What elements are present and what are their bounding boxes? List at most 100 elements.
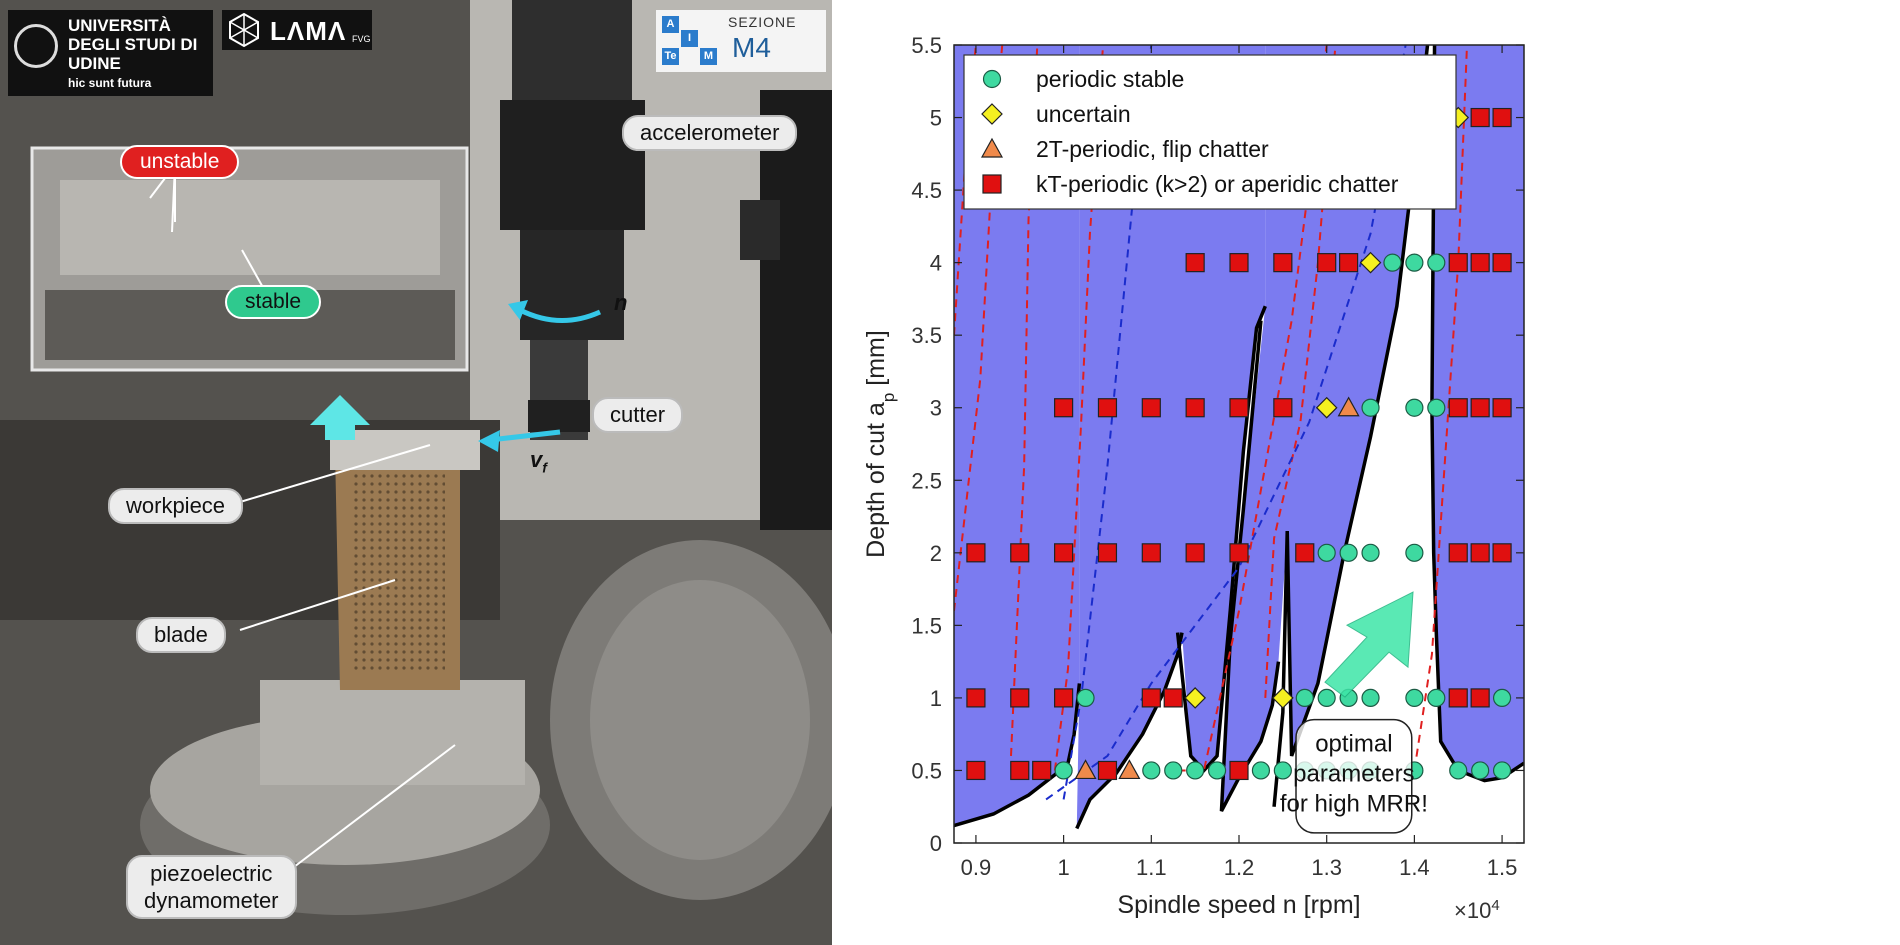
circle-marker (1405, 688, 1424, 708)
red-dashed-lobe (954, 45, 1004, 611)
circle-marker (1164, 761, 1183, 780)
square-marker (1163, 688, 1183, 708)
sezione-label: SEZIONE (728, 14, 797, 30)
circle-marker (1076, 688, 1095, 708)
stable-label: stable (225, 285, 322, 319)
lama-sub: FVG (352, 34, 371, 44)
legend-box (963, 54, 1457, 210)
dynamometer-label-line2: dynamometer (144, 888, 279, 913)
dynamometer-label: piezoelectric dynamometer (126, 855, 297, 919)
legend-diamond-icon (981, 103, 1003, 125)
square-marker (1273, 398, 1293, 418)
square-marker (1229, 543, 1249, 563)
y-axis-label-sub: p (879, 393, 898, 402)
circle-marker (1361, 543, 1380, 562)
circle-marker (1054, 761, 1073, 780)
square-marker (1448, 398, 1468, 418)
square-marker (1339, 253, 1359, 273)
m4-label: M4 (732, 32, 771, 63)
y-tick-label: 0.5 (911, 758, 942, 783)
square-marker (1229, 398, 1249, 418)
square-marker (1141, 688, 1161, 708)
x-tick-label: 1.5 (1487, 855, 1518, 880)
circle-marker (1273, 761, 1292, 780)
uniud-motto: hic sunt futura (68, 76, 152, 90)
feed-velocity-symbol: v (530, 447, 543, 472)
y-tick-label: 5.5 (911, 33, 942, 58)
lama-name: LΛMΛ (270, 16, 347, 46)
aitem-cell: A (662, 16, 679, 33)
accelerometer-label: accelerometer (622, 115, 798, 151)
square-marker (1141, 543, 1161, 563)
square-marker (1185, 253, 1205, 273)
red-dashed-lobe (1010, 45, 1039, 756)
legend-label: uncertain (1036, 101, 1131, 127)
legend-label: kT-periodic (k>2) or aperidic chatter (1036, 171, 1399, 197)
legend-circle-icon (982, 69, 1002, 89)
square-marker (1295, 543, 1315, 563)
circle-marker (1383, 253, 1402, 272)
square-marker (1492, 398, 1512, 418)
y-tick-label: 1 (930, 686, 942, 711)
circle-marker (1471, 761, 1490, 780)
measurement-markers (966, 106, 1512, 781)
y-tick-label: 2 (930, 541, 942, 566)
optimal-line2: parameters (1293, 761, 1414, 788)
square-marker (1185, 543, 1205, 563)
circle-marker (1361, 398, 1380, 417)
square-marker (966, 543, 986, 563)
x-tick-label: 1.4 (1399, 855, 1430, 880)
x-tick-label: 1.1 (1136, 855, 1167, 880)
dynamometer-label-line1: piezoelectric (150, 861, 273, 886)
square-marker (1470, 398, 1490, 418)
triangle-marker (1074, 759, 1097, 780)
optimal-line3: for high MRR! (1280, 791, 1428, 818)
feed-velocity-label: vf (530, 447, 547, 475)
legend-label: periodic stable (1036, 66, 1184, 92)
x-tick-label: 1 (1057, 855, 1069, 880)
circle-marker (1405, 398, 1424, 417)
unstable-lobe (1182, 45, 1266, 771)
optimal-parameters-annotation: optimal parameters for high MRR! (1280, 591, 1428, 834)
unstable-lobe (1076, 45, 1182, 829)
circle-marker (1339, 543, 1358, 562)
x-exponent-base: ×10 (1454, 898, 1491, 923)
boundary-curve (1075, 632, 1184, 830)
aitem-logo: A I Te M SEZIONE M4 (656, 10, 826, 72)
circle-marker (1186, 761, 1205, 780)
x-tick-label: 1.3 (1311, 855, 1342, 880)
square-marker (1317, 253, 1337, 273)
square-marker (966, 760, 986, 781)
square-marker (1054, 543, 1074, 563)
circle-marker (1449, 761, 1468, 780)
square-marker (966, 688, 986, 708)
blade-label: blade (136, 617, 226, 653)
circle-marker (1317, 688, 1336, 708)
y-axis-label-main: Depth of cut a (862, 402, 890, 558)
circle-marker (1295, 688, 1314, 708)
circle-marker (1207, 761, 1227, 780)
stability-chart: 0.9 1 1.1 1.2 1.3 1.4 1.5 0 0.5 1 1.5 2 2.5 3 3.5 4 4.5 5… (862, 33, 1525, 923)
aitem-cell: Te (662, 48, 679, 65)
circle-marker (1405, 253, 1424, 272)
square-marker (1032, 760, 1052, 781)
chart-legend: periodic stable uncertain 2T-periodic, fli… (963, 54, 1457, 210)
circle-marker (1405, 543, 1424, 562)
machining-setup-photo: UNIVERSITÀ DEGLI STUDI DI UDINE hic sunt… (0, 0, 832, 945)
y-tick-label: 0 (930, 831, 942, 856)
square-marker (1097, 760, 1118, 781)
square-marker (1470, 107, 1490, 128)
legend-label: 2T-periodic, flip chatter (1036, 136, 1269, 162)
aitem-cell: I (681, 30, 698, 47)
square-marker (1054, 398, 1074, 418)
x-axis-label: Spindle speed n [rpm] (1117, 891, 1360, 919)
y-tick-label: 1.5 (911, 613, 942, 638)
square-marker (1470, 688, 1490, 708)
blue-dashed-lobe (1045, 45, 1407, 801)
square-marker (1097, 543, 1118, 563)
square-marker (1010, 760, 1030, 781)
x-tick-label: 1.2 (1224, 855, 1255, 880)
lama-hexagon-icon (229, 12, 259, 48)
circle-marker (1142, 761, 1161, 780)
x-exponent-power: 4 (1491, 897, 1499, 914)
